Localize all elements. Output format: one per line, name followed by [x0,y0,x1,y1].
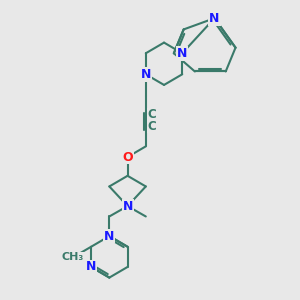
Text: CH₃: CH₃ [62,252,84,262]
Text: C: C [148,108,156,122]
Text: N: N [209,12,220,25]
Text: N: N [122,200,133,213]
Text: C: C [148,120,156,133]
Text: N: N [141,68,151,81]
Text: O: O [122,151,133,164]
Text: N: N [177,47,188,60]
Text: N: N [86,260,96,273]
Text: N: N [104,230,115,243]
